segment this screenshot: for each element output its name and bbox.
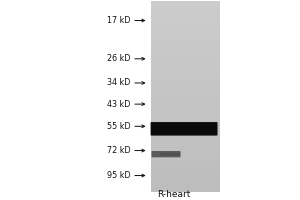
Bar	[152, 103, 220, 106]
Bar	[152, 112, 220, 115]
Text: 55 kD: 55 kD	[107, 122, 130, 131]
Bar	[152, 106, 220, 109]
Bar	[152, 93, 220, 96]
FancyBboxPatch shape	[152, 151, 181, 157]
Bar	[152, 173, 220, 176]
Bar	[152, 80, 220, 83]
Bar	[152, 20, 220, 23]
Bar	[152, 7, 220, 10]
Text: 43 kD: 43 kD	[107, 100, 130, 109]
Text: 26 kD: 26 kD	[107, 54, 130, 63]
Bar	[152, 1, 220, 4]
Bar	[152, 99, 220, 103]
Bar	[152, 144, 220, 147]
Bar	[152, 33, 220, 36]
FancyBboxPatch shape	[160, 153, 180, 156]
Bar	[152, 109, 220, 112]
Text: 72 kD: 72 kD	[107, 146, 130, 155]
Bar	[152, 68, 220, 71]
Bar	[152, 189, 220, 192]
Bar	[152, 150, 220, 154]
Text: 34 kD: 34 kD	[107, 78, 130, 87]
Text: 17 kD: 17 kD	[107, 16, 130, 25]
Bar	[152, 169, 220, 173]
Bar	[152, 55, 220, 58]
Bar	[152, 87, 220, 90]
Bar	[152, 160, 220, 163]
Bar	[152, 179, 220, 182]
Bar	[152, 119, 220, 122]
Bar	[152, 29, 220, 33]
Bar	[152, 176, 220, 179]
Bar	[152, 64, 220, 68]
Bar	[152, 74, 220, 77]
Bar	[152, 157, 220, 160]
FancyBboxPatch shape	[151, 122, 218, 136]
Bar	[152, 71, 220, 74]
Bar	[152, 42, 220, 45]
Bar	[152, 182, 220, 185]
Bar	[152, 83, 220, 87]
Bar	[152, 166, 220, 169]
Bar	[152, 96, 220, 99]
Bar	[152, 125, 220, 128]
Bar	[152, 134, 220, 138]
Bar	[152, 90, 220, 93]
Bar	[152, 45, 220, 48]
Bar	[152, 61, 220, 64]
Text: R-heart: R-heart	[157, 190, 190, 199]
Bar	[152, 122, 220, 125]
Bar	[152, 131, 220, 134]
Bar	[152, 58, 220, 61]
Bar	[152, 77, 220, 80]
Bar	[152, 163, 220, 166]
Bar	[152, 128, 220, 131]
Bar	[152, 141, 220, 144]
Bar	[152, 185, 220, 189]
Bar	[152, 17, 220, 20]
Bar	[152, 154, 220, 157]
Bar	[152, 52, 220, 55]
Bar	[152, 10, 220, 13]
Bar	[152, 4, 220, 7]
Bar	[152, 13, 220, 17]
Text: 95 kD: 95 kD	[107, 171, 130, 180]
Bar	[152, 26, 220, 29]
Bar	[152, 39, 220, 42]
Bar	[152, 147, 220, 150]
Bar	[152, 115, 220, 119]
Bar	[152, 23, 220, 26]
Bar	[152, 48, 220, 52]
Bar	[152, 138, 220, 141]
Bar	[152, 36, 220, 39]
